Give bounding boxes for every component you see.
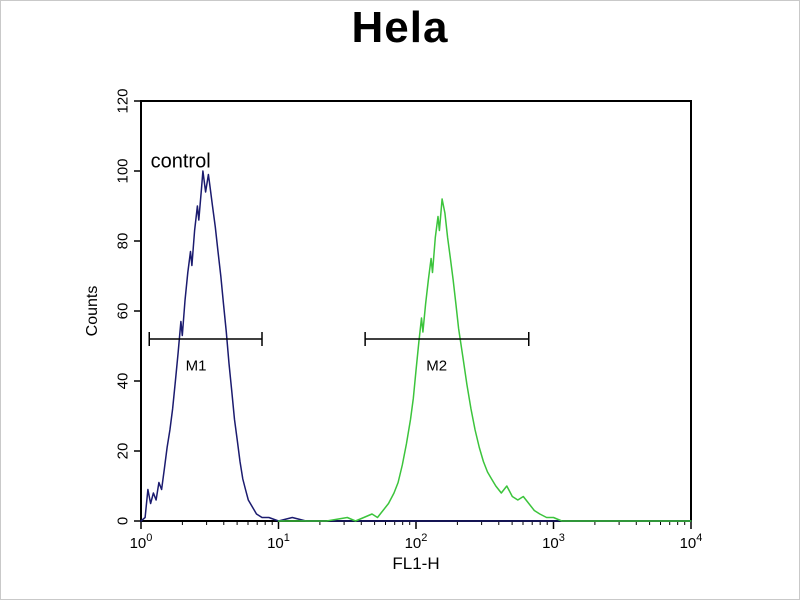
control-curve — [140, 170, 692, 522]
x-tick-label: 101 — [267, 532, 290, 552]
y-tick-label: 80 — [115, 233, 132, 250]
gate-M2-label: M2 — [426, 358, 447, 375]
x-tick-label: 102 — [405, 532, 428, 552]
annotation-control: control — [151, 151, 211, 173]
x-tick-label: 103 — [542, 532, 565, 552]
x-axis-title: FL1-H — [392, 554, 439, 573]
chart-title: Hela — [351, 3, 449, 52]
y-axis-title: Counts — [84, 286, 101, 337]
x-tick-label: 104 — [680, 532, 703, 552]
x-tick-label: 100 — [130, 532, 153, 552]
y-tick-label: 20 — [115, 443, 132, 460]
y-tick-label: 0 — [115, 517, 132, 525]
y-tick-label: 40 — [115, 373, 132, 390]
y-tick-label: 60 — [115, 303, 132, 320]
y-tick-label: 120 — [115, 88, 132, 113]
sample-curve — [277, 198, 692, 522]
y-tick-label: 100 — [115, 158, 132, 183]
gate-M1-label: M1 — [186, 358, 207, 375]
